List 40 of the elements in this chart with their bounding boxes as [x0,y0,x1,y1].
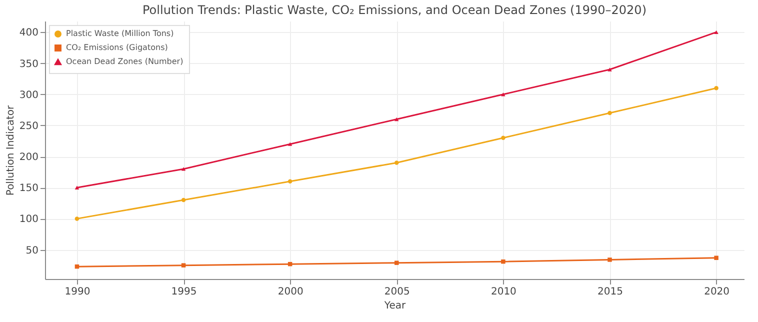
point [714,86,718,90]
point [394,160,399,165]
y-tick-label: 200 [19,152,38,164]
point [394,117,399,122]
y-tick-label: 150 [19,183,38,194]
point [288,142,292,146]
y-tick-label: 350 [19,58,38,70]
x-tick-label: 2015 [598,286,623,298]
point [714,256,718,260]
chart-title: Pollution Trends: Plastic Waste, CO₂ Emissions, and Ocean Dead Zones (1990–2020) [142,3,646,17]
x-axis-title: Year [383,300,406,312]
x-tick-label: 1995 [171,286,197,298]
legend-label: Ocean Dead Zones (Number) [66,57,184,66]
point [288,179,292,184]
y-tick-label: 400 [19,28,38,39]
point [501,136,506,140]
point [608,110,612,116]
point [608,68,612,72]
y-tick-label: 250 [19,120,38,132]
point [74,186,80,190]
point [181,167,186,171]
point [74,216,80,221]
point [501,259,506,264]
legend-label: Plastic Waste (Million Tons) [66,29,174,38]
x-tick-label: 1990 [64,286,90,298]
x-tick-label: 2000 [278,286,304,298]
y-tick-label: 300 [19,90,38,101]
point [501,92,506,96]
x-tick-label: 2005 [384,286,410,298]
x-tick-label: 2020 [704,286,730,298]
y-axis-title: Pollution Indicator [5,104,16,196]
y-tick-label: 100 [19,214,38,226]
point [714,30,718,34]
legend-label: CO₂ Emissions (Gigatons) [66,43,168,52]
point [394,260,399,265]
y-tick-label: 50 [26,245,38,256]
point [181,263,186,268]
point [181,198,186,202]
point [608,258,612,262]
x-tick-label: 2010 [490,286,516,298]
